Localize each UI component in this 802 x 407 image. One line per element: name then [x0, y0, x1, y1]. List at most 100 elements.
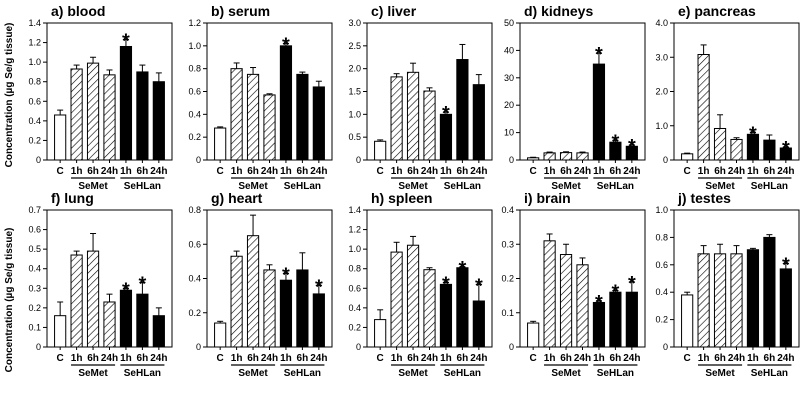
- x-tick-label: C: [684, 166, 691, 177]
- y-tick-label: 0.6: [28, 225, 41, 235]
- x-tick-label: 6h: [87, 166, 99, 177]
- bar-semet-6h: [246, 73, 260, 161]
- y-tick-label: 0.1: [501, 308, 514, 318]
- y-tick-label: 1.2: [188, 18, 201, 28]
- y-tick-label: 0: [196, 155, 201, 165]
- bar-semet-24h: [263, 269, 276, 348]
- y-tick-label: 3.0: [655, 52, 668, 62]
- y-tick-label: 1.0: [28, 57, 41, 67]
- significance-star: *: [458, 258, 466, 280]
- group-label: SeMet: [238, 181, 268, 192]
- x-tick-label: 24h: [421, 166, 438, 177]
- y-tick-label: 0.3: [28, 283, 41, 293]
- group-label: SeHLan: [751, 368, 788, 379]
- x-tick-label: 24h: [574, 166, 591, 177]
- bar-semet-1h: [390, 76, 403, 161]
- significance-star: *: [282, 264, 290, 286]
- bar-semet-1h: [70, 254, 83, 348]
- x-tick-label: 6h: [137, 353, 149, 364]
- x-tick-label: 6h: [764, 353, 776, 364]
- panel-title: i) brain: [524, 190, 571, 206]
- bar-control: [374, 140, 387, 161]
- bar-semet-6h: [86, 62, 100, 161]
- bar-control: [527, 157, 540, 161]
- y-tick-label: 0.2: [501, 274, 514, 284]
- x-tick-label: 24h: [728, 353, 745, 364]
- x-tick-label: 1h: [440, 353, 452, 364]
- bar-sehlan-24h: [152, 315, 165, 348]
- y-tick-label: 0.8: [655, 232, 668, 242]
- y-tick-label: 0.2: [28, 303, 41, 313]
- y-tick-label: 0.2: [28, 135, 41, 145]
- y-tick-label: 0.4: [188, 109, 201, 119]
- y-tick-label: 1.2: [28, 38, 41, 48]
- bar-semet-6h: [246, 235, 260, 348]
- bar-semet-1h: [230, 68, 243, 161]
- y-tick-label: 2.5: [348, 41, 361, 51]
- bar-sehlan-6h: [136, 293, 149, 348]
- bar-control: [681, 294, 694, 348]
- significance-star: *: [628, 136, 636, 158]
- x-tick-label: 1h: [698, 166, 710, 177]
- y-tick-label: 1.0: [655, 205, 668, 215]
- bar-sehlan-1h: [592, 63, 606, 161]
- y-tick-label: 1.0: [188, 41, 201, 51]
- bar-semet-6h: [406, 71, 420, 161]
- y-tick-label: 0.7: [28, 205, 41, 215]
- x-tick-label: 24h: [310, 166, 327, 177]
- significance-star: *: [475, 275, 483, 297]
- x-tick-label: 24h: [470, 166, 487, 177]
- bar-semet-24h: [730, 138, 743, 161]
- y-tick-label: 0.5: [348, 132, 361, 142]
- x-tick-label: 24h: [470, 353, 487, 364]
- group-label: SeHLan: [444, 368, 481, 379]
- bar-semet-24h: [730, 253, 743, 348]
- x-tick-label: 6h: [297, 353, 309, 364]
- y-tick-label: 50: [504, 18, 514, 28]
- bar-sehlan-1h: [279, 45, 293, 161]
- x-tick-label: 24h: [574, 353, 591, 364]
- bar-control: [681, 153, 694, 161]
- group-label: SeMet: [398, 368, 428, 379]
- x-tick-label: 6h: [764, 166, 776, 177]
- group-label: SeMet: [398, 181, 428, 192]
- x-tick-label: 6h: [247, 353, 259, 364]
- group-label: SeHLan: [284, 181, 321, 192]
- x-tick-label: 6h: [560, 353, 572, 364]
- bar-sehlan-24h: [472, 84, 485, 161]
- bar-semet-24h: [576, 264, 589, 348]
- x-tick-label: 1h: [231, 353, 243, 364]
- bar-sehlan-24h: [779, 268, 792, 348]
- bar-semet-6h: [559, 254, 573, 348]
- bar-control: [374, 319, 387, 348]
- x-tick-label: C: [57, 166, 64, 177]
- bar-semet-24h: [103, 74, 116, 161]
- significance-star: *: [122, 31, 130, 53]
- significance-star: *: [611, 281, 619, 303]
- y-tick-label: 0.4: [501, 205, 514, 215]
- bar-semet-1h: [543, 152, 556, 161]
- x-tick-label: 24h: [623, 353, 640, 364]
- group-label: SeMet: [551, 181, 581, 192]
- y-tick-label: 0.2: [655, 315, 668, 325]
- x-tick-label: 1h: [280, 166, 292, 177]
- x-tick-label: 6h: [137, 166, 149, 177]
- x-tick-label: 6h: [610, 353, 622, 364]
- x-tick-label: 24h: [777, 166, 794, 177]
- y-tick-label: 1.5: [348, 87, 361, 97]
- bar-semet-24h: [263, 94, 276, 161]
- significance-star: *: [442, 103, 450, 125]
- x-tick-label: 6h: [714, 353, 726, 364]
- y-tick-label: 1.0: [655, 121, 668, 131]
- y-tick-label: 0.2: [188, 132, 201, 142]
- x-tick-label: 6h: [457, 353, 469, 364]
- group-label: SeHLan: [124, 181, 161, 192]
- significance-star: *: [595, 292, 603, 314]
- plot-frame: [519, 22, 646, 161]
